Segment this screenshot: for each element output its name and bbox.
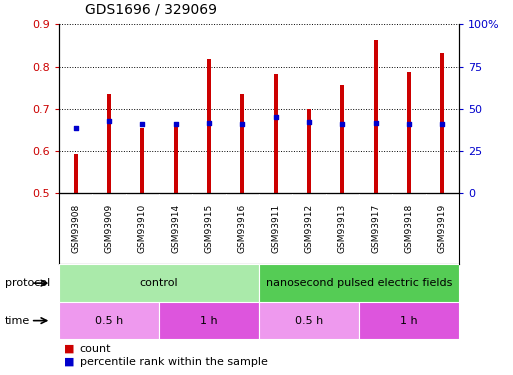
Text: GSM93917: GSM93917 (371, 204, 380, 254)
Bar (341, 85, 344, 193)
Bar (141, 128, 144, 193)
Text: percentile rank within the sample: percentile rank within the sample (80, 357, 267, 367)
Text: 1 h: 1 h (400, 316, 418, 326)
Point (438, 120, 446, 126)
Point (371, 120, 380, 126)
Bar (241, 94, 244, 193)
Text: ■: ■ (64, 357, 74, 367)
Bar (59, 302, 159, 339)
Text: 0.5 h: 0.5 h (295, 316, 323, 326)
Text: GSM93918: GSM93918 (405, 204, 413, 254)
Text: GSM93911: GSM93911 (271, 204, 280, 254)
Point (71, 125, 80, 131)
Text: GSM93916: GSM93916 (238, 204, 247, 254)
Text: count: count (80, 344, 111, 354)
Bar (274, 74, 278, 193)
Bar (259, 302, 359, 339)
Point (238, 122, 246, 128)
Text: control: control (140, 278, 179, 288)
Text: GSM93908: GSM93908 (71, 204, 80, 254)
Bar (74, 154, 77, 193)
Bar (359, 302, 459, 339)
Text: protocol: protocol (5, 278, 50, 288)
Point (305, 119, 313, 125)
Bar (207, 59, 211, 193)
Text: 0.5 h: 0.5 h (95, 316, 123, 326)
Point (171, 122, 180, 128)
Bar (307, 109, 311, 193)
Point (105, 118, 113, 124)
Text: GSM93912: GSM93912 (305, 204, 313, 254)
Bar (441, 53, 444, 193)
Text: GSM93915: GSM93915 (205, 204, 213, 254)
Text: GSM93913: GSM93913 (338, 204, 347, 254)
Text: GSM93910: GSM93910 (138, 204, 147, 254)
Point (271, 114, 280, 120)
Point (205, 120, 213, 126)
Text: 1 h: 1 h (200, 316, 218, 326)
Text: GSM93909: GSM93909 (105, 204, 113, 254)
Bar (107, 94, 111, 193)
Bar (174, 123, 177, 193)
Point (138, 122, 147, 128)
Bar (59, 264, 259, 302)
Point (405, 120, 413, 126)
Text: GSM93914: GSM93914 (171, 204, 180, 254)
Bar (159, 302, 259, 339)
Point (338, 120, 346, 126)
Bar (259, 264, 459, 302)
Text: time: time (5, 316, 30, 326)
Text: GDS1696 / 329069: GDS1696 / 329069 (85, 3, 216, 17)
Bar (374, 40, 378, 193)
Bar (407, 72, 411, 193)
Text: ■: ■ (64, 344, 74, 354)
Text: nanosecond pulsed electric fields: nanosecond pulsed electric fields (266, 278, 452, 288)
Text: GSM93919: GSM93919 (438, 204, 447, 254)
